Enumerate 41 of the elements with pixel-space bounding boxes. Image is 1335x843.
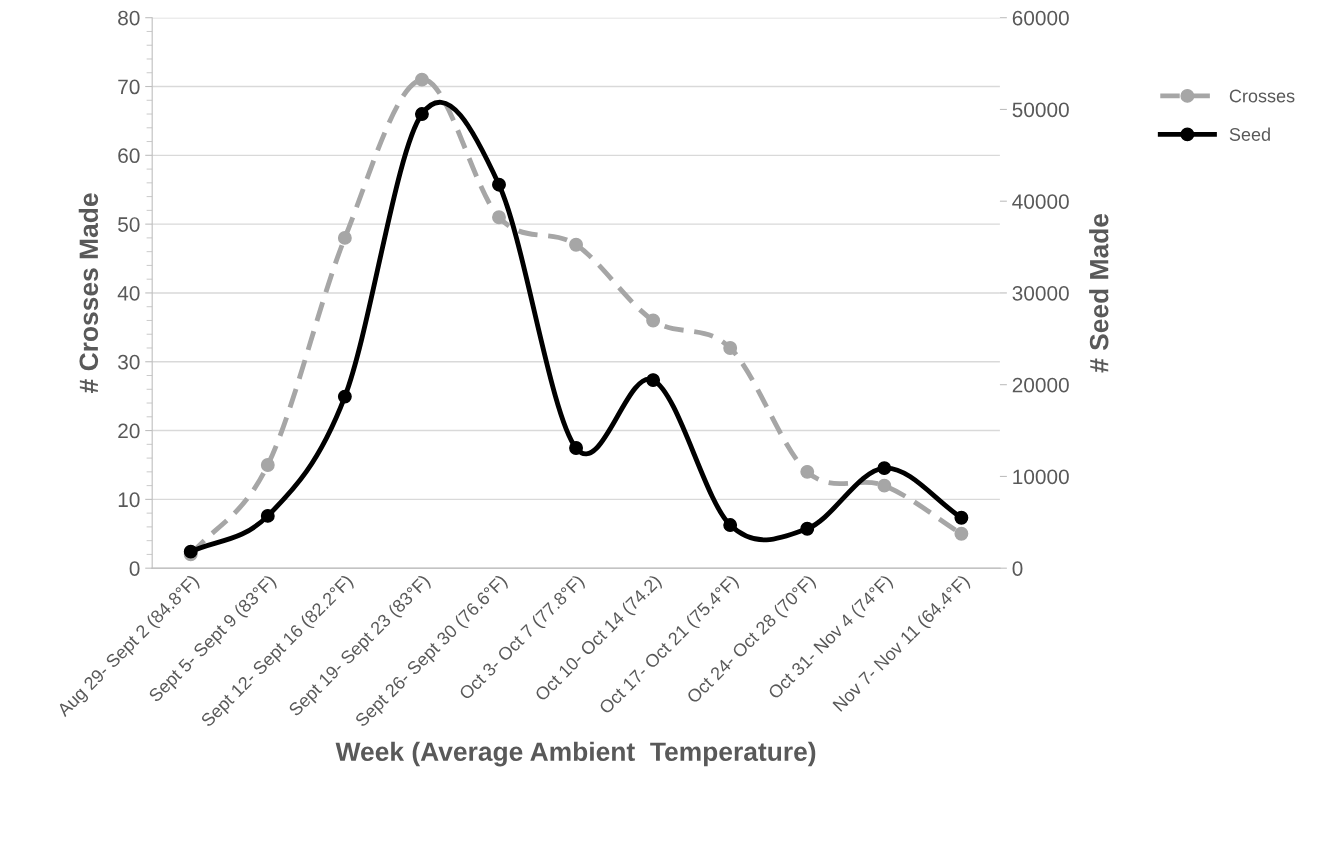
y2-tick-label: 60000 <box>1012 10 1069 26</box>
point <box>877 478 892 493</box>
point <box>646 313 661 328</box>
point <box>800 521 815 536</box>
point <box>337 230 352 245</box>
y-tick-label: 30 <box>118 354 140 370</box>
point <box>492 210 506 225</box>
y-tick-label: 50 <box>118 217 140 232</box>
point <box>954 526 969 541</box>
y2-tick-label: 40000 <box>1012 194 1069 209</box>
point <box>569 237 583 252</box>
y-tick-label: 60 <box>118 148 140 164</box>
legend-label: Crosses <box>1229 89 1295 103</box>
point <box>260 508 275 523</box>
point <box>492 177 506 192</box>
x-axis-title: Week (Average Ambient Temperature) <box>335 741 816 767</box>
y2-tick-label: 50000 <box>1012 102 1069 118</box>
point <box>414 107 429 121</box>
legend-label: Seed <box>1229 127 1270 141</box>
point <box>414 72 429 87</box>
y2-axis-title: # Seed Made <box>1089 213 1109 373</box>
y-axis-title: # Crosses Made <box>78 193 99 393</box>
point <box>569 441 583 455</box>
point <box>723 518 738 533</box>
y2-tick-label: 10000 <box>1013 469 1069 485</box>
point <box>260 458 275 472</box>
point <box>646 373 661 388</box>
y2-tick-label: 30000 <box>1012 285 1069 301</box>
y-tick-label: 10 <box>118 492 140 508</box>
y-tick-label: 20 <box>118 423 140 439</box>
y-tick-label: 40 <box>117 285 140 301</box>
y-tick-label: 0 <box>129 561 140 576</box>
point <box>800 464 815 479</box>
y-tick-label: 70 <box>118 79 140 95</box>
point <box>337 389 352 404</box>
y2-tick-label: 20000 <box>1012 377 1069 393</box>
point <box>877 461 892 476</box>
y-tick-label: 80 <box>118 10 140 26</box>
y2-tick-label: 0 <box>1012 561 1023 576</box>
point <box>954 510 969 525</box>
point <box>723 341 738 355</box>
